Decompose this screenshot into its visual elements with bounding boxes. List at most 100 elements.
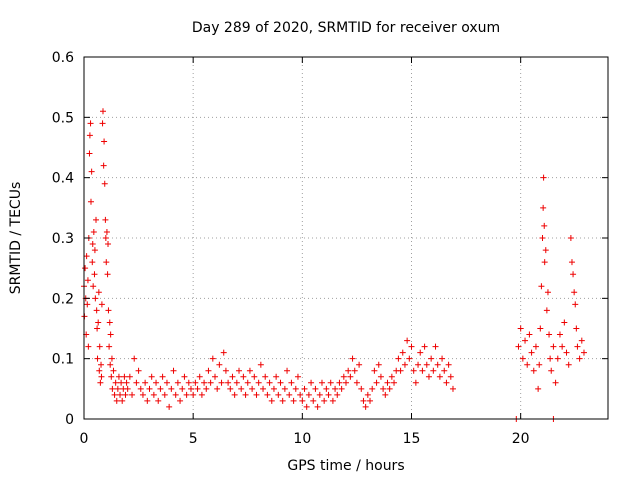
data-point <box>111 391 118 398</box>
data-point <box>279 397 286 404</box>
data-point <box>528 349 535 356</box>
data-point <box>163 379 170 386</box>
data-point <box>266 379 273 386</box>
data-point <box>96 367 103 374</box>
data-point <box>110 367 117 374</box>
data-point <box>231 391 238 398</box>
data-point <box>113 397 120 404</box>
y-tick-label: 0.3 <box>52 231 74 247</box>
data-point <box>550 343 557 350</box>
data-point <box>297 391 304 398</box>
data-point <box>177 397 184 404</box>
data-point <box>209 355 216 362</box>
data-point <box>340 373 347 380</box>
data-point <box>137 385 144 392</box>
data-point <box>388 373 395 380</box>
data-point <box>430 367 437 374</box>
data-point <box>187 385 194 392</box>
data-point <box>86 150 93 157</box>
data-point <box>108 355 115 362</box>
data-point <box>101 138 108 145</box>
data-point <box>198 391 205 398</box>
x-tick-label: 20 <box>512 431 530 447</box>
data-point <box>391 379 398 386</box>
data-point <box>419 367 426 374</box>
data-point <box>222 367 229 374</box>
data-point <box>122 391 129 398</box>
data-point <box>170 367 177 374</box>
data-point <box>82 265 89 272</box>
data-point <box>105 307 112 314</box>
data-point <box>542 247 549 254</box>
data-point <box>201 379 208 386</box>
data-point <box>375 361 382 368</box>
data-point <box>205 367 212 374</box>
data-point <box>185 379 192 386</box>
data-point <box>362 403 369 410</box>
data-point <box>574 343 581 350</box>
data-point <box>576 355 583 362</box>
data-point <box>541 259 548 266</box>
data-point <box>227 385 234 392</box>
data-point <box>262 373 269 380</box>
y-tick-label: 0.6 <box>52 50 74 66</box>
data-point <box>106 319 113 326</box>
data-point <box>386 385 393 392</box>
data-point <box>157 385 164 392</box>
data-point <box>541 222 548 229</box>
data-point <box>196 373 203 380</box>
data-point <box>556 331 563 338</box>
data-point <box>401 361 408 368</box>
data-point <box>233 379 240 386</box>
data-point <box>369 385 376 392</box>
data-point <box>99 120 106 127</box>
y-tick-label: 0.2 <box>52 291 74 307</box>
data-point <box>412 379 419 386</box>
data-point <box>168 385 175 392</box>
x-tick-label: 5 <box>189 431 198 447</box>
data-point <box>268 397 275 404</box>
data-point <box>103 228 110 235</box>
data-point <box>87 120 94 127</box>
data-point <box>107 331 114 338</box>
data-point <box>404 337 411 344</box>
data-point <box>349 355 356 362</box>
data-point <box>439 355 446 362</box>
data-point <box>353 379 360 386</box>
data-point <box>92 295 99 302</box>
data-point <box>338 385 345 392</box>
data-point <box>573 325 580 332</box>
data-point <box>548 367 555 374</box>
data-point <box>515 343 522 350</box>
data-point <box>99 108 106 115</box>
data-point <box>570 271 577 278</box>
data-point <box>214 385 221 392</box>
data-point <box>190 391 197 398</box>
data-point <box>194 385 201 392</box>
data-point <box>543 307 550 314</box>
data-point <box>421 343 428 350</box>
data-point <box>117 391 124 398</box>
data-point <box>447 373 454 380</box>
data-point <box>183 391 190 398</box>
data-point <box>546 331 553 338</box>
data-point <box>321 397 328 404</box>
data-point <box>384 379 391 386</box>
data-point <box>85 343 92 350</box>
data-point <box>358 385 365 392</box>
data-point <box>443 379 450 386</box>
data-point <box>417 349 424 356</box>
data-point <box>84 277 91 284</box>
data-point <box>109 385 116 392</box>
data-point <box>434 361 441 368</box>
data-point <box>277 379 284 386</box>
data-point <box>87 198 94 205</box>
data-point <box>445 361 452 368</box>
data-point <box>552 379 559 386</box>
data-point <box>572 301 579 308</box>
data-point <box>428 355 435 362</box>
data-point <box>89 241 96 248</box>
data-point <box>98 301 105 308</box>
data-point <box>436 373 443 380</box>
